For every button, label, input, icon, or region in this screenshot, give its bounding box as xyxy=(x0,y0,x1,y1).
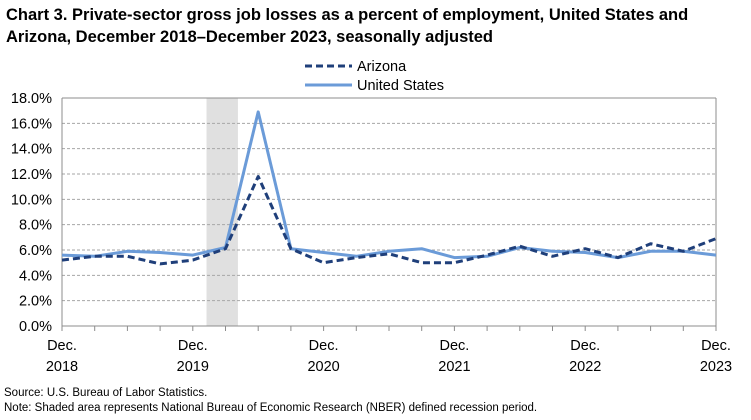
chart-title: Chart 3. Private-sector gross job losses… xyxy=(6,6,689,46)
y-tick-label: 4.0% xyxy=(19,268,52,284)
shading-note: Note: Shaded area represents National Bu… xyxy=(4,402,538,414)
chart-notes: Source: U.S. Bureau of Labor Statistics.… xyxy=(4,386,537,416)
y-tick-label: 8.0% xyxy=(19,218,52,234)
x-tick-label: 2020 xyxy=(307,359,339,375)
source-note: Source: U.S. Bureau of Labor Statistics. xyxy=(4,387,208,399)
y-tick-label: 2.0% xyxy=(19,294,52,310)
x-tick-label: Dec. xyxy=(570,338,600,354)
series-line-united-states xyxy=(61,110,717,260)
y-tick-label: 10.0% xyxy=(11,192,52,208)
y-tick-label: 0.0% xyxy=(19,319,52,335)
x-tick-label: 2019 xyxy=(177,359,209,375)
x-tick-label: 2021 xyxy=(438,359,470,375)
y-tick-label: 18.0% xyxy=(11,91,52,107)
x-tick-label: 2023 xyxy=(700,359,732,375)
y-tick-label: 16.0% xyxy=(11,116,52,132)
y-tick-label: 6.0% xyxy=(19,243,52,259)
x-tick-label: Dec. xyxy=(47,338,77,354)
x-tick-label: 2022 xyxy=(569,359,601,375)
x-tick-label: 2018 xyxy=(46,359,78,375)
y-tick-label: 12.0% xyxy=(11,167,52,183)
x-tick-label: Dec. xyxy=(701,338,731,354)
x-tick-label: Dec. xyxy=(439,338,469,354)
y-tick-label: 14.0% xyxy=(11,142,52,158)
x-tick-label: Dec. xyxy=(178,338,208,354)
x-tick-label: Dec. xyxy=(309,338,339,354)
series-line-arizona xyxy=(61,175,717,266)
legend-label: Arizona xyxy=(357,59,407,75)
legend-label: United States xyxy=(357,78,444,94)
